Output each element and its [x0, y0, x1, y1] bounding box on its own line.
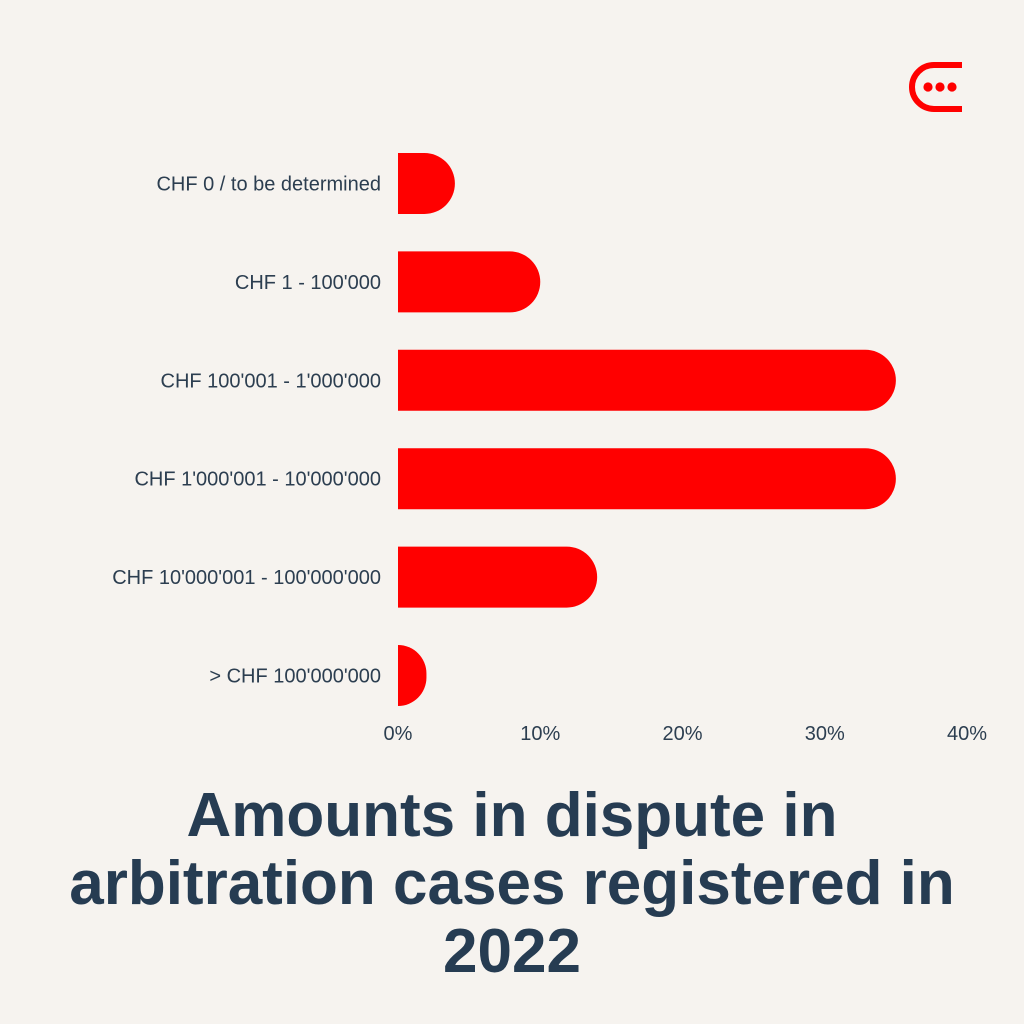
- speech-bubble-dots-icon: [909, 62, 962, 112]
- bar: [398, 546, 598, 608]
- bar: [398, 251, 541, 313]
- bar: [398, 645, 427, 706]
- category-label: CHF 10'000'001 - 100'000'000: [112, 567, 381, 589]
- category-label: CHF 1'000'001 - 10'000'000: [134, 469, 381, 491]
- category-label: > CHF 100'000'000: [209, 666, 381, 688]
- x-tick-label: 40%: [947, 723, 987, 745]
- bar-chart: CHF 0 / to be determined CHF 1 - 100'000 C…: [112, 153, 988, 745]
- category-label: CHF 1 - 100'000: [235, 272, 381, 294]
- x-tick-label: 20%: [662, 723, 702, 745]
- x-tick-label: 0%: [384, 723, 413, 745]
- bar: [398, 448, 896, 510]
- category-labels-group: CHF 0 / to be determined CHF 1 - 100'000 C…: [112, 174, 381, 688]
- chart-title: Amounts in dispute in arbitration cases …: [69, 781, 955, 986]
- bars-group: [398, 153, 896, 706]
- x-tick-label: 30%: [805, 723, 845, 745]
- bar: [398, 349, 896, 411]
- category-label: CHF 100'001 - 1'000'000: [161, 370, 382, 392]
- category-label: CHF 0 / to be determined: [156, 174, 381, 196]
- x-axis-ticks-group: 0% 10% 20% 30% 40%: [384, 723, 988, 745]
- x-tick-label: 10%: [520, 723, 560, 745]
- bar: [398, 153, 455, 214]
